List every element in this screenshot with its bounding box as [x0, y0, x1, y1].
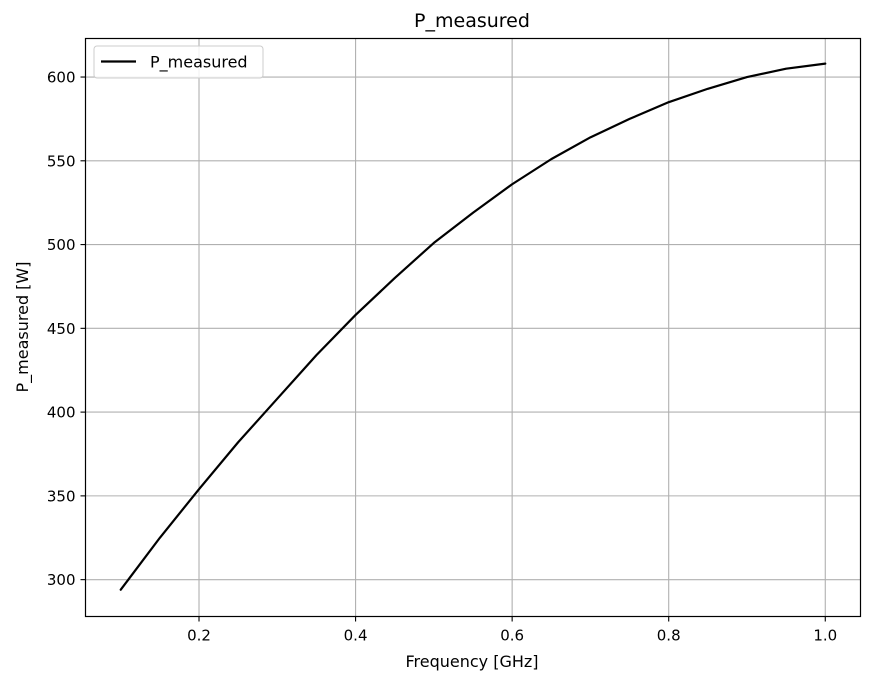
- legend: P_measured: [93, 45, 264, 79]
- y-tick-label: 450: [47, 320, 76, 338]
- axis-ticks: 0.2 0.4 0.6 0.8 1.0 300 350 400 450 500 550 600: [47, 69, 837, 645]
- plot-area-frame: [84, 37, 862, 618]
- series-line-p-measured: [119, 62, 827, 591]
- x-tick-label: 0.6: [500, 627, 524, 645]
- y-tick-label: 350: [47, 487, 76, 505]
- y-tick-label: 500: [47, 236, 76, 254]
- x-tick-label: 1.0: [813, 627, 837, 645]
- legend-box: [93, 45, 264, 79]
- y-tick-label: 300: [47, 571, 76, 589]
- legend-label: P_measured: [150, 53, 248, 73]
- chart-title: P_measured: [414, 10, 530, 32]
- x-tick-label: 0.4: [344, 627, 368, 645]
- x-tick-label: 0.8: [657, 627, 681, 645]
- y-axis-label: P_measured [W]: [13, 262, 33, 393]
- x-axis-label: Frequency [GHz]: [405, 652, 538, 671]
- x-tick-label: 0.2: [187, 627, 211, 645]
- series-layer: [119, 62, 827, 591]
- y-tick-label: 550: [47, 152, 76, 170]
- y-tick-label: 600: [47, 69, 76, 87]
- y-tick-label: 400: [47, 404, 76, 422]
